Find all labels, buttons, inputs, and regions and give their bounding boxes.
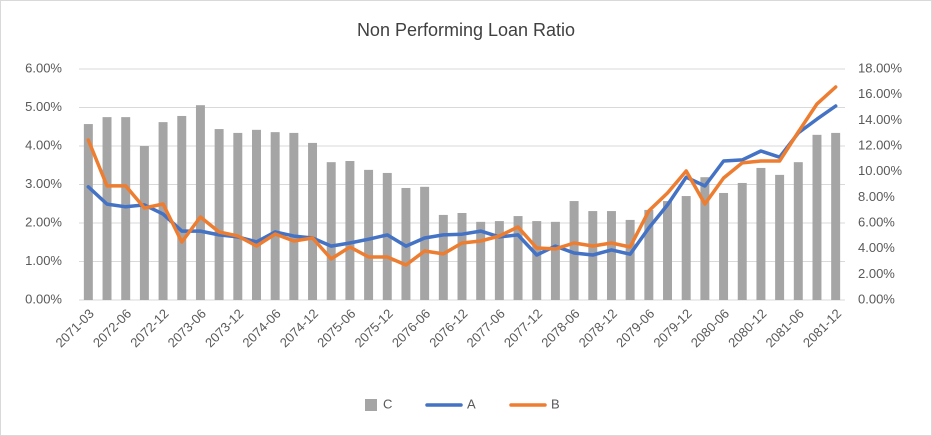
line-series [86, 104, 838, 257]
y2-tick-label: 12.00% [858, 137, 903, 152]
y2-tick-label: 18.00% [858, 60, 903, 75]
bar [233, 132, 243, 300]
bar [793, 162, 803, 300]
y2-tick-label: 6.00% [858, 214, 895, 229]
bar [737, 182, 747, 300]
bar [775, 174, 785, 300]
legend-swatch [365, 399, 377, 411]
bar [214, 129, 224, 300]
bar [812, 134, 822, 300]
bar [270, 132, 280, 300]
bar [532, 221, 542, 300]
bar [121, 117, 131, 300]
bar [102, 117, 112, 300]
bar [195, 105, 205, 300]
bar [177, 115, 187, 300]
y2-tick-label: 4.00% [858, 240, 895, 255]
bar [606, 211, 616, 300]
legend-label: B [551, 396, 560, 411]
y-tick-label: 0.00% [25, 291, 62, 306]
bar [644, 209, 654, 300]
legend-label: C [383, 396, 392, 411]
y-tick-label: 5.00% [25, 99, 62, 114]
bar [83, 124, 93, 301]
bar [494, 221, 504, 300]
bar [139, 146, 149, 300]
bar [158, 122, 168, 300]
y-tick-label: 6.00% [25, 60, 62, 75]
bar [420, 186, 430, 300]
y-tick-label: 4.00% [25, 137, 62, 152]
bar [364, 169, 374, 300]
bar [550, 221, 560, 300]
bar [401, 187, 411, 300]
bar [289, 132, 299, 300]
legend-label: A [467, 396, 476, 411]
y-tick-label: 3.00% [25, 176, 62, 191]
bar [700, 177, 710, 300]
y2-tick-label: 8.00% [858, 189, 895, 204]
line-series [86, 85, 838, 267]
chart-title: Non Performing Loan Ratio [357, 20, 575, 40]
bar [345, 161, 355, 300]
bar [438, 214, 448, 300]
bar [663, 201, 672, 300]
bar [719, 192, 729, 300]
y-tick-label: 2.00% [25, 214, 62, 229]
bar [476, 221, 486, 300]
y2-tick-label: 16.00% [858, 86, 903, 101]
bar [308, 142, 318, 300]
y-tick-label: 1.00% [25, 253, 62, 268]
bar [326, 162, 336, 300]
y2-tick-label: 0.00% [858, 291, 895, 306]
bar [831, 132, 841, 300]
bar [756, 167, 766, 300]
bar [625, 219, 635, 300]
y2-tick-label: 2.00% [858, 266, 895, 281]
bar [252, 129, 261, 300]
bar [681, 196, 691, 300]
y2-tick-label: 14.00% [858, 112, 903, 127]
bar [513, 216, 523, 300]
y2-tick-label: 10.00% [858, 163, 903, 178]
bar [457, 212, 467, 300]
bar [569, 201, 579, 300]
